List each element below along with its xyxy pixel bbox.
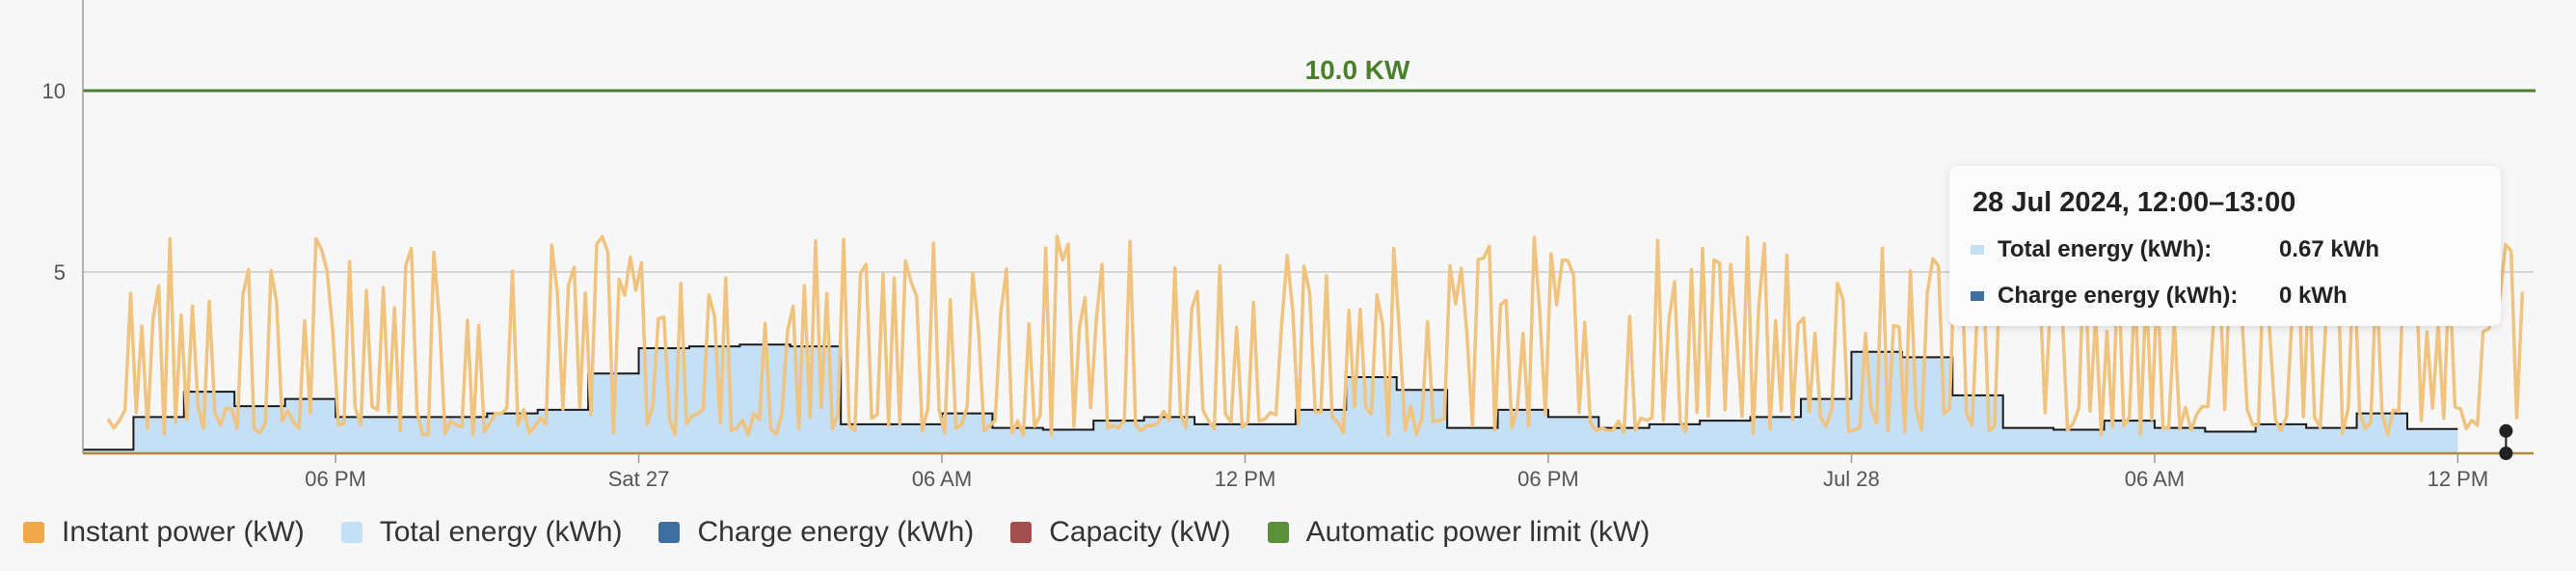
legend-label: Instant power (kW) (62, 516, 305, 548)
x-tick-label: Jul 28 (1823, 467, 1880, 491)
legend-label: Capacity (kW) (1049, 516, 1231, 548)
legend-label: Total energy (kWh) (379, 516, 623, 548)
chart-tooltip: 28 Jul 2024, 12:00–13:00 Total energy (k… (1949, 166, 2501, 326)
y-tick-label: 10 (42, 79, 66, 103)
legend-swatch (23, 522, 44, 543)
x-tick-label: 12 PM (2428, 467, 2489, 491)
tooltip-title: 28 Jul 2024, 12:00–13:00 (1972, 187, 2296, 218)
hover-markers (2499, 423, 2513, 460)
x-tick-label: 06 PM (305, 467, 366, 491)
legend-label: Charge energy (kWh) (697, 516, 975, 548)
hover-marker-total-energy (2499, 423, 2513, 438)
tooltip-row: Total energy (kWh): 0.67 kWh (1971, 235, 2379, 264)
chart-legend: Instant power (kW) Total energy (kWh) Char… (23, 513, 1686, 552)
legend-swatch (340, 522, 362, 543)
tooltip-row: Charge energy (kWh): 0 kWh (1971, 282, 2348, 311)
tooltip-swatch (1971, 245, 1984, 255)
legend-item[interactable]: Automatic power limit (kW) (1267, 516, 1650, 549)
x-tick-label: 06 PM (1517, 467, 1579, 491)
power-limit-label: 10.0 KW (1305, 55, 1410, 85)
tooltip-row-label: Total energy (kWh): (1998, 236, 2213, 262)
legend-item[interactable]: Total energy (kWh) (340, 516, 623, 549)
hover-marker-charge-energy (2499, 447, 2513, 460)
tooltip-row-value: 0.67 kWh (2279, 236, 2380, 262)
tooltip-row-value: 0 kWh (2279, 283, 2348, 309)
legend-label: Automatic power limit (kW) (1305, 516, 1650, 548)
power-limit-series: 10.0 KW (83, 55, 2536, 93)
legend-swatch (658, 522, 681, 543)
x-tick-label: 12 PM (1215, 467, 1276, 491)
tooltip-swatch (1971, 291, 1984, 301)
legend-item[interactable]: Instant power (kW) (23, 516, 305, 549)
legend-item[interactable]: Charge energy (kWh) (658, 516, 974, 549)
legend-swatch (1010, 522, 1033, 543)
axes: 5 10 06 PM Sat 27 06 AM 12 PM 06 PM Jul 28 06 AM… (42, 0, 2534, 491)
tooltip-row-label: Charge energy (kWh): (1998, 283, 2239, 309)
x-tick-label: 06 AM (2125, 467, 2185, 491)
x-tick-label: 06 AM (912, 467, 972, 491)
y-tick-label: 5 (54, 260, 66, 285)
legend-item[interactable]: Capacity (kW) (1010, 516, 1231, 549)
x-tick-label: Sat 27 (608, 467, 670, 491)
legend-swatch (1267, 522, 1289, 543)
